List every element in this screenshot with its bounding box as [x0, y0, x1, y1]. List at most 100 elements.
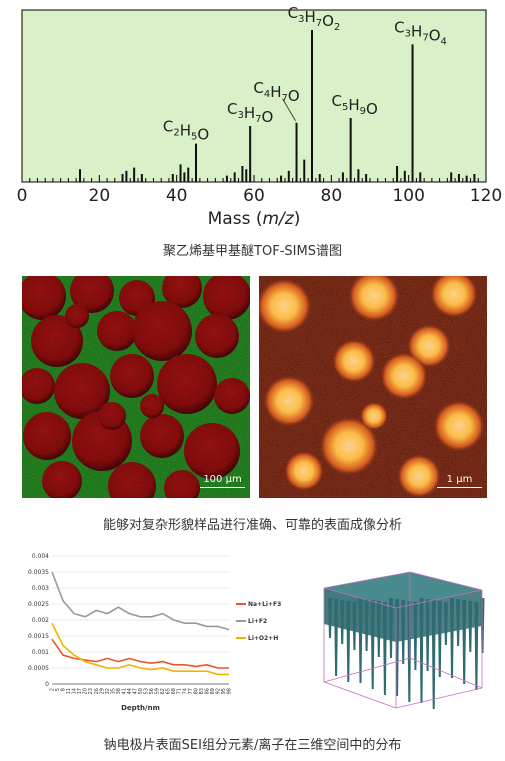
x-tick-label: 32 [105, 688, 111, 694]
legend-label: Na+Li+F3 [248, 601, 281, 608]
y-tick-label: 0.0005 [28, 665, 49, 672]
cube-drip [389, 598, 393, 658]
spectrum-caption: 聚乙烯基甲基醚TOF-SIMS谱图 [163, 244, 342, 259]
x-tick-label: 38 [116, 688, 122, 694]
cube-drip [401, 600, 406, 664]
cube-drip [407, 601, 412, 702]
x-tick-label: 89 [210, 688, 216, 694]
x-tick-label: 41 [121, 688, 127, 694]
x-tick-label: 68 [171, 688, 177, 694]
x-tick-label: 62 [160, 688, 166, 694]
x-tick-label: 40 [166, 186, 188, 206]
x-tick-label: 92 [215, 688, 221, 694]
image-noise [259, 276, 487, 498]
cube-edge [395, 687, 483, 709]
y-tick-label: 0.002 [32, 617, 49, 624]
scale-bar-right: 1 μm [437, 474, 482, 488]
y-tick-label: 0.003 [32, 585, 49, 592]
plot-area [21, 9, 487, 183]
scale-bar-left-label: 100 μm [203, 474, 242, 485]
x-tick-label: 5 [55, 688, 61, 691]
x-tick-label: 0 [17, 186, 28, 206]
y-tick-label: 0.0015 [28, 633, 49, 640]
depth-profile-chart: 0.004 0.0035 0.003 0.0025 0.002 0.0015 0.001 0.… [28, 553, 281, 712]
cube-drip [468, 601, 473, 652]
cube-edge [323, 571, 411, 589]
x-tick-label: 20 [89, 186, 111, 206]
x-tick-label: 56 [149, 688, 155, 694]
x-tick-label: 50 [138, 688, 144, 694]
x-tick-label: 80 [321, 186, 343, 206]
image-noise [22, 276, 250, 498]
x-tick-label: 59 [155, 688, 161, 694]
x-tick-label: 47 [132, 688, 138, 694]
x-tick-label: 95 [221, 688, 227, 694]
y-tick-label: 0.001 [32, 649, 49, 656]
x-tick-label: 60 [243, 186, 265, 206]
series-line [51, 571, 230, 631]
series-line [51, 638, 229, 669]
x-tick-label: 23 [88, 688, 94, 694]
y-tick-label: 0 [45, 681, 49, 688]
peak-label: C3H7O [227, 100, 273, 126]
x-tick-label: 35 [110, 688, 116, 694]
imaging-caption: 能够对复杂形貌样品进行准确、可靠的表面成像分析 [102, 518, 402, 533]
peak-label: C4H7O [253, 79, 299, 105]
y-tick-label: 0.0025 [28, 601, 49, 608]
x-tick-label: 8 [61, 688, 67, 691]
y-tick-label: 0.0035 [28, 569, 49, 576]
cube-drip [474, 602, 479, 690]
x-tick-label: 86 [204, 688, 210, 694]
cube-drip [480, 598, 485, 653]
x-axis-label: Depth/nm [121, 704, 160, 712]
cube-drip [352, 602, 357, 650]
peak-label: C3H7O4 [394, 18, 447, 47]
legend-label: Li+F2 [248, 618, 267, 625]
cube-drip [376, 601, 381, 657]
x-tick-label: 98 [227, 688, 233, 694]
x-tick-label: 100 [392, 186, 424, 206]
x-tick-label: 29 [99, 688, 105, 694]
peak-leader-line [282, 98, 296, 122]
legend-label: Li+O2+H [248, 635, 278, 642]
cube-drip [450, 598, 454, 678]
depth-caption: 钠电极片表面SEI组分元素/离子在三维空间中的分布 [103, 738, 402, 753]
scale-bar-left: 100 μm [200, 474, 245, 488]
x-tick-label: 80 [193, 688, 199, 694]
cube-drip [340, 600, 345, 644]
cube-edge [409, 571, 483, 591]
cube-drip [370, 600, 375, 689]
x-tick-label: 83 [199, 688, 205, 694]
x-tick-label: 77 [188, 688, 194, 694]
x-tick-label: 11 [66, 688, 72, 694]
series-line [51, 622, 229, 676]
x-tick-label: 120 [470, 186, 502, 206]
x-tick-label: 71 [177, 688, 183, 694]
x-tick-label: 74 [182, 688, 188, 694]
cube-drip [443, 602, 448, 645]
cube-drip [456, 599, 461, 646]
peak-label: C2H5O [163, 118, 209, 144]
x-tick-label: 26 [94, 688, 100, 694]
cube-drip [462, 600, 467, 684]
x-tick-label: 44 [127, 688, 133, 694]
cube-edge [323, 587, 397, 609]
x-axis-label: Mass (m/z) [208, 209, 301, 229]
cube-edge [323, 681, 397, 709]
cube-drip [425, 599, 430, 671]
tof-sims-spectrum-chart: 0 20 40 60 80 100 120 Mass (m/z) C2H5O C3H7OC4H7O… [17, 4, 503, 229]
x-tick-label: 20 [83, 688, 89, 694]
cube-drip [328, 598, 332, 638]
cube-drip [334, 599, 339, 676]
x-tick-label: 2 [50, 688, 56, 691]
3d-distribution-cube [323, 571, 485, 709]
y-tick-label: 0.004 [32, 553, 49, 560]
peak-label: C3H7O2 [288, 4, 341, 33]
scale-bar-right-label: 1 μm [446, 474, 473, 485]
cube-edge [409, 657, 483, 689]
peak-label: C5H9O [332, 92, 378, 118]
x-tick-label: 53 [144, 688, 150, 694]
cube-drip [364, 599, 369, 651]
x-tick-label: 14 [72, 688, 78, 694]
cube-drip [431, 600, 436, 709]
